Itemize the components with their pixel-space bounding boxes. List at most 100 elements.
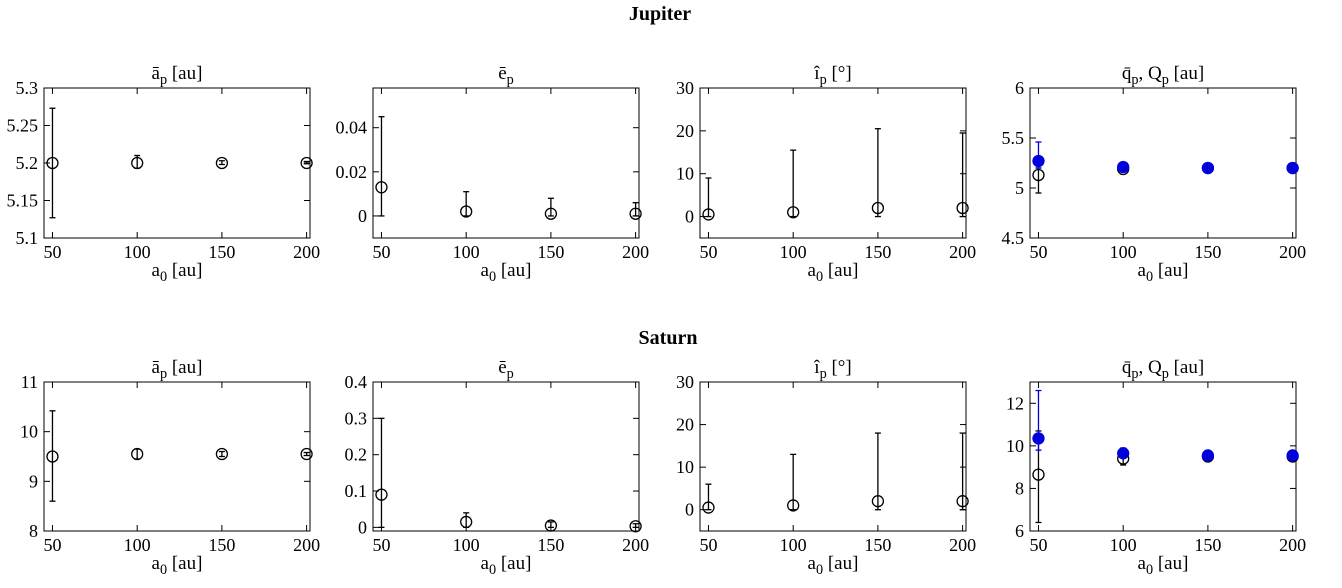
y-tick-label: 10 — [676, 457, 694, 477]
x-tick-label: 150 — [208, 242, 235, 262]
y-tick-label: 10 — [20, 422, 38, 442]
x-axis-label: a0 [au] — [481, 260, 532, 285]
data-point-open — [629, 520, 642, 533]
y-tick-label: 5 — [1015, 178, 1024, 198]
panel-title: ēp — [498, 357, 514, 382]
data-point-filled — [1201, 449, 1215, 462]
panel-title: ēp — [498, 63, 514, 88]
y-tick-label: 5.2 — [16, 153, 39, 173]
y-tick-label: 30 — [676, 78, 694, 98]
y-tick-label: 0 — [358, 517, 367, 537]
x-tick-label: 200 — [1279, 242, 1306, 262]
panel-1: ēp a0 [au] 50 100 150 200 0 0.02 0.04 — [336, 63, 650, 285]
y-tick-label: 4.5 — [1002, 228, 1025, 248]
y-tick-label: 10 — [1006, 436, 1024, 456]
data-point-open — [131, 447, 144, 461]
data-point-open — [215, 447, 229, 461]
x-tick-label: 200 — [622, 535, 649, 555]
x-tick-label: 150 — [537, 242, 564, 262]
panel-title: îp [°] — [813, 63, 851, 88]
data-point-open — [215, 156, 229, 170]
data-point-filled — [1286, 161, 1299, 175]
x-tick-label: 50 — [1029, 242, 1047, 262]
data-point-open — [702, 501, 715, 514]
x-tick-label: 100 — [780, 535, 807, 555]
x-axis-label: a0 [au] — [1138, 260, 1189, 285]
data-point-open — [300, 447, 313, 461]
x-axis-label: a0 [au] — [1138, 553, 1189, 578]
y-tick-label: 8 — [29, 521, 38, 541]
x-tick-label: 50 — [372, 242, 390, 262]
data-point-open — [1032, 468, 1045, 481]
x-tick-label: 200 — [1279, 535, 1306, 555]
row-title-jupiter: Jupiter — [629, 3, 691, 25]
y-tick-label: 0.2 — [345, 445, 368, 465]
y-tick-label: 20 — [676, 121, 694, 141]
panel-title: āp [au] — [152, 357, 203, 382]
panel-3: q̄p, Qp [au] a0 [au] 50 100 150 200 4.5 5 5.5 6 — [1002, 63, 1307, 285]
x-tick-label: 150 — [537, 535, 564, 555]
x-tick-label: 50 — [699, 535, 717, 555]
x-axis-label: a0 [au] — [808, 260, 859, 285]
data-point-open — [787, 206, 800, 219]
y-tick-label: 0 — [685, 500, 694, 520]
x-axis-label: a0 [au] — [808, 553, 859, 578]
x-tick-label: 200 — [293, 242, 320, 262]
data-point-open — [1032, 168, 1045, 182]
y-tick-label: 0.02 — [336, 162, 368, 182]
x-tick-label: 200 — [949, 242, 976, 262]
plot-frame — [372, 87, 640, 239]
y-tick-label: 11 — [21, 372, 38, 392]
x-tick-label: 100 — [453, 242, 480, 262]
plot-frame — [43, 381, 311, 532]
data-point-open — [46, 450, 59, 463]
data-point-open — [629, 207, 642, 220]
y-tick-label: 30 — [676, 372, 694, 392]
y-tick-label: 5.5 — [1002, 128, 1025, 148]
y-tick-label: 5.3 — [16, 78, 39, 98]
x-tick-label: 100 — [453, 535, 480, 555]
x-tick-label: 200 — [622, 242, 649, 262]
x-tick-label: 200 — [293, 535, 320, 555]
data-point-filled — [1032, 154, 1045, 168]
panel-5: ēp a0 [au] 50 100 150 200 0 0.1 0.2 0.3 0.4 — [345, 357, 650, 578]
panel-title: āp [au] — [152, 63, 203, 88]
data-point-open — [871, 201, 885, 215]
panel-title: îp [°] — [813, 357, 851, 382]
x-tick-label: 150 — [1194, 535, 1221, 555]
data-point-open — [460, 205, 473, 218]
x-tick-label: 50 — [43, 535, 61, 555]
panel-title: q̄p, Qp [au] — [1122, 357, 1204, 382]
data-point-open — [460, 515, 473, 529]
data-point-filled — [1286, 449, 1299, 462]
y-tick-label: 0.3 — [345, 408, 368, 428]
x-tick-label: 100 — [124, 242, 151, 262]
data-point-open — [544, 519, 558, 532]
x-tick-label: 100 — [124, 535, 151, 555]
panel-2: îp [°] a0 [au] 50 100 150 200 0 10 20 30 — [676, 63, 976, 285]
data-point-open — [956, 495, 969, 508]
data-point-open — [46, 156, 59, 170]
y-tick-label: 0.04 — [336, 118, 368, 138]
y-tick-label: 5.25 — [7, 116, 39, 136]
y-tick-label: 9 — [29, 471, 38, 491]
y-tick-label: 12 — [1006, 393, 1024, 413]
x-tick-label: 100 — [780, 242, 807, 262]
data-point-filled — [1117, 160, 1130, 174]
y-tick-label: 6 — [1015, 78, 1024, 98]
y-tick-label: 0 — [685, 207, 694, 227]
y-tick-label: 0 — [358, 206, 367, 226]
data-point-filled — [1117, 447, 1130, 460]
plot-frame — [1029, 87, 1297, 239]
plot-frame — [43, 87, 311, 239]
y-tick-label: 10 — [676, 164, 694, 184]
y-tick-label: 6 — [1015, 521, 1024, 541]
data-point-filled — [1032, 432, 1045, 445]
row-title-saturn: Saturn — [639, 327, 698, 349]
data-point-open — [787, 499, 800, 512]
plot-frame — [699, 381, 967, 532]
data-point-open — [300, 156, 313, 170]
x-tick-label: 150 — [864, 242, 891, 262]
x-tick-label: 150 — [864, 535, 891, 555]
